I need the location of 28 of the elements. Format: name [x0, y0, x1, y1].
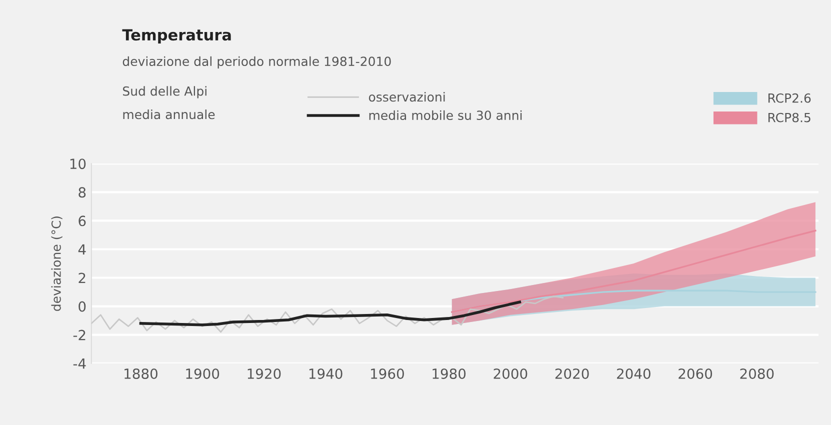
chart-title: Temperatura [122, 29, 231, 44]
legend-label: RCP2.6 [768, 93, 811, 103]
x-tick-label: 2060 [678, 368, 712, 379]
x-tick-label: 2080 [740, 368, 774, 379]
text: Sud delle Alpi [122, 86, 206, 98]
x-tick-label: 2040 [617, 368, 650, 379]
chart-subtitle: deviazione dal periodo normale 1981-2010 [122, 56, 391, 68]
y-tick-label: -4 [73, 358, 86, 369]
y-tick-label: -2 [73, 330, 86, 340]
legend-label: media mobile su 30 anni [369, 110, 522, 120]
x-tick-label: 1980 [432, 368, 466, 379]
x-tick-label: 2020 [555, 368, 589, 379]
legend-label: osservazioni [368, 92, 445, 102]
y-tick-label: 0 [78, 301, 86, 312]
x-tick-label: 1900 [186, 368, 220, 379]
text: media annuale [123, 110, 215, 120]
y-tick-label: 4 [78, 244, 86, 255]
y-tick-label: 6 [78, 216, 86, 226]
y-axis-title: deviazione (°C) [51, 216, 62, 311]
legend-label: RCP8.5 [768, 112, 810, 122]
x-tick-label: 1940 [309, 368, 342, 379]
y-tick-label: 8 [78, 187, 86, 198]
x-tick-label: 2000 [494, 368, 528, 379]
y-tick-label: 2 [78, 272, 86, 284]
x-tick-label: 1920 [248, 368, 281, 379]
y-tick-label: 10 [70, 158, 86, 170]
x-tick-label: 1880 [124, 368, 158, 379]
x-tick-label: 1960 [371, 368, 404, 379]
